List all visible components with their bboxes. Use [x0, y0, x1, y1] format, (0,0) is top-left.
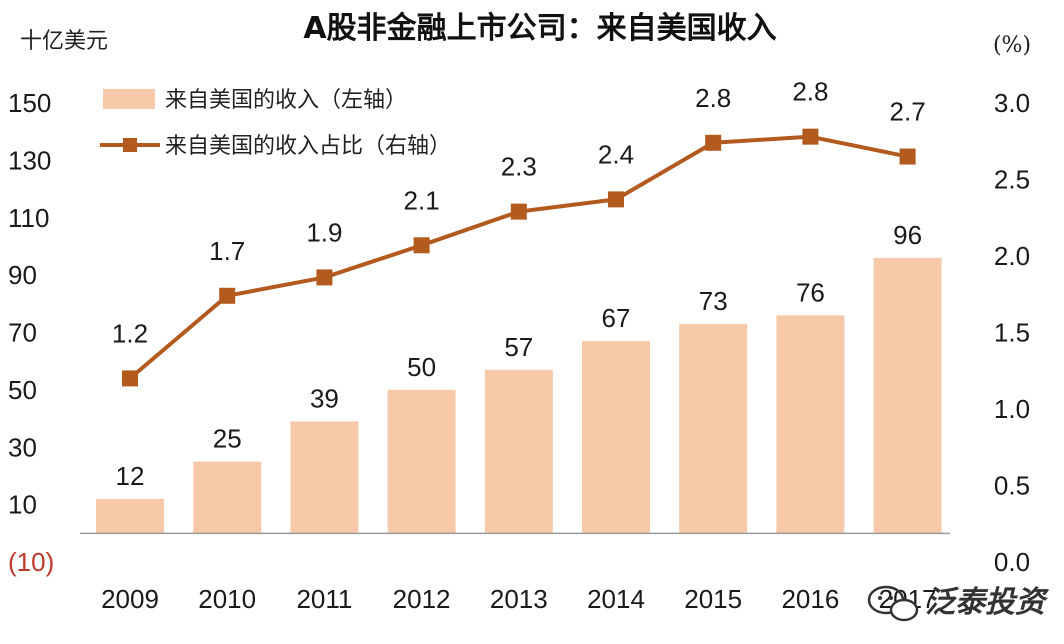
bar-data-label: 39 — [310, 383, 339, 413]
line-data-label: 2.3 — [501, 152, 537, 182]
left-axis: 150 130 110 90 70 50 30 10 (10) — [8, 88, 54, 577]
legend-label-bar: 来自美国的收入（左轴） — [165, 88, 407, 113]
line-series: 1.2 1.7 1.9 2.1 2.3 2.4 2.8 2.8 2.7 — [112, 77, 926, 387]
legend-swatch-bar — [103, 89, 155, 109]
line-marker — [899, 148, 916, 165]
x-tick-label: 2015 — [684, 584, 742, 614]
x-tick-label: 2013 — [490, 584, 548, 614]
line-data-label: 2.8 — [792, 77, 828, 107]
line-data-label: 2.1 — [404, 185, 440, 215]
right-tick-label: 0.5 — [994, 471, 1030, 501]
right-tick-label: 2.0 — [994, 241, 1030, 271]
bar-data-label: 25 — [213, 424, 242, 454]
left-axis-unit: 十亿美元 — [20, 29, 108, 54]
left-tick-label: 110 — [8, 203, 49, 233]
left-tick-label: 10 — [8, 490, 37, 520]
bar — [679, 323, 748, 534]
x-tick-label: 2016 — [781, 584, 839, 614]
right-tick-label: 1.0 — [994, 394, 1030, 424]
line-data-label: 1.2 — [112, 318, 148, 348]
line-marker — [413, 237, 430, 254]
watermark-text: 泛泰投资 — [925, 585, 1050, 620]
bar-data-label: 96 — [893, 220, 922, 250]
bar-data-label: 76 — [796, 277, 825, 307]
bar-data-label: 67 — [602, 303, 631, 333]
left-tick-label: 70 — [8, 318, 37, 348]
wechat-icon — [867, 585, 919, 622]
right-tick-label: 1.5 — [994, 318, 1030, 348]
x-tick-label: 2012 — [393, 584, 451, 614]
right-tick-label: 0.0 — [994, 547, 1030, 577]
bar-data-label: 12 — [116, 461, 145, 491]
bar — [873, 257, 942, 534]
x-tick-label: 2009 — [101, 584, 159, 614]
line-data-label: 1.9 — [306, 217, 342, 247]
right-tick-label: 3.0 — [994, 88, 1030, 118]
left-tick-label: 90 — [8, 260, 37, 290]
line-data-label: 1.7 — [209, 236, 245, 266]
x-tick-label: 2010 — [198, 584, 256, 614]
right-tick-label: 2.5 — [994, 165, 1030, 195]
line-marker — [608, 191, 624, 208]
line-marker — [219, 287, 236, 304]
bar — [193, 461, 262, 534]
watermark: 泛泰投资 — [867, 585, 1050, 622]
left-tick-label: (10) — [8, 547, 54, 577]
legend: 来自美国的收入（左轴） 来自美国的收入占比（右轴） — [100, 88, 451, 159]
right-axis: 3.0 2.5 2.0 1.5 1.0 0.5 0.0 — [994, 88, 1030, 577]
left-tick-label: 30 — [8, 432, 37, 462]
left-tick-label: 130 — [8, 145, 51, 175]
line-marker — [510, 203, 527, 220]
line-marker — [316, 269, 333, 286]
line-data-label: 2.7 — [890, 97, 926, 127]
right-axis-unit: (%) — [993, 33, 1031, 58]
x-tick-label: 2014 — [587, 584, 645, 614]
line-data-label: 2.4 — [598, 139, 634, 169]
legend-label-line: 来自美国的收入占比（右轴） — [165, 134, 451, 159]
bar — [290, 421, 359, 534]
chart-title: A股非金融上市公司：来自美国收入 — [303, 11, 776, 46]
bar — [96, 498, 164, 534]
bar-series: 12 25 39 50 57 67 73 76 96 — [96, 220, 942, 534]
line-marker — [122, 370, 138, 387]
bar — [776, 315, 845, 534]
bar — [582, 341, 650, 534]
left-tick-label: 50 — [8, 375, 37, 405]
bar — [484, 369, 553, 534]
left-tick-label: 150 — [8, 88, 51, 118]
bar-data-label: 50 — [407, 352, 436, 382]
bar — [387, 389, 456, 534]
x-tick-label: 2011 — [296, 584, 352, 614]
bar-data-label: 57 — [504, 332, 533, 362]
line-data-label: 2.8 — [695, 83, 731, 113]
bar-data-label: 73 — [699, 286, 728, 316]
x-axis: 2009 2010 2011 2012 2013 2014 2015 2016 2017 — [101, 584, 936, 614]
legend-swatch-marker — [123, 138, 137, 152]
line-marker — [802, 128, 819, 145]
line-marker — [705, 134, 722, 151]
